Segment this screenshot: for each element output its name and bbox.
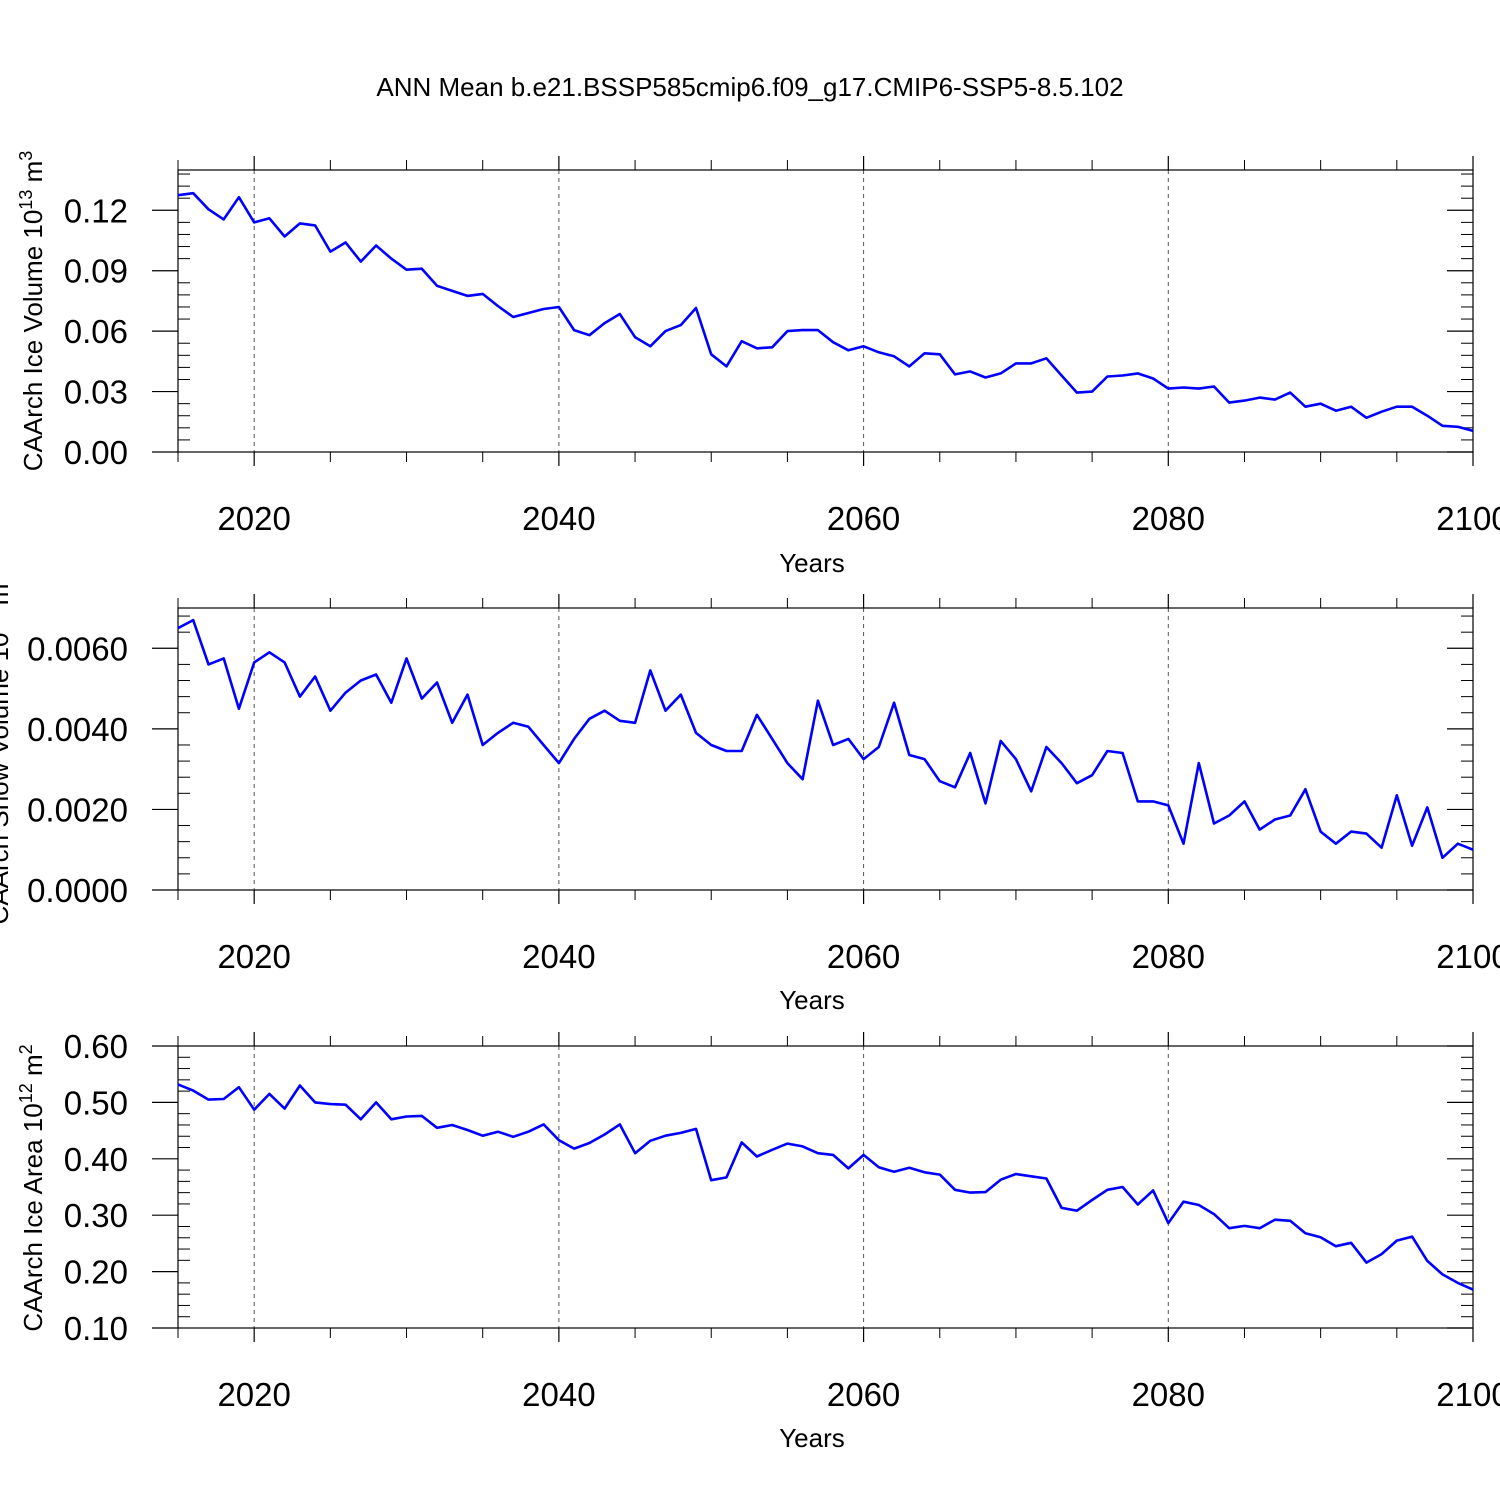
y-tick-label: 0.20 [64,1254,128,1291]
y-axis-label: CAArch Ice Area 1012 m2 [16,1044,48,1331]
y-tick-label: 0.0060 [27,630,128,667]
panel-ice-volume: CAArch Ice Volume 1013 m3 Years 2020 2040… [16,151,1500,578]
y-tick-label: 0.0000 [27,872,128,909]
x-tick-label: 2080 [1132,500,1205,537]
x-tick-label: 2040 [522,1376,595,1413]
x-tick-label: 2040 [522,500,595,537]
series-line [177,618,1474,860]
y-axis-label: CAArch Ice Volume 1013 m3 [16,151,48,472]
plot-frame [177,169,1474,453]
y-tick-label: 0.60 [64,1028,128,1065]
panel-snow-volume: CAArch Snow Volume 1013 m3 Years 2020 204… [0,574,1500,1015]
plot-frame [177,607,1474,891]
y-tick-label: 0.12 [64,192,128,229]
y-tick-label: 0.0020 [27,791,128,828]
y-axis-label: CAArch Snow Volume 1013 m3 [0,574,14,925]
y-tick-label: 0.09 [64,253,128,290]
x-axis-label: Years [779,985,845,1015]
x-tick-label: 2020 [217,938,290,975]
y-tick-label: 0.10 [64,1310,128,1347]
x-tick-label: 2040 [522,938,595,975]
panel-ice-area: CAArch Ice Area 1012 m2 Years 2020 2040 20… [16,1028,1500,1453]
x-axis-label: Years [779,548,845,578]
y-tick-label: 0.00 [64,434,128,471]
x-tick-label: 2080 [1132,938,1205,975]
y-tick-label: 0.30 [64,1197,128,1234]
y-tick-label: 0.40 [64,1141,128,1178]
plot-frame [177,1045,1474,1329]
series-line [177,1083,1474,1291]
y-tick-label: 0.03 [64,374,128,411]
x-tick-label: 2080 [1132,1376,1205,1413]
x-tick-label: 2060 [827,500,900,537]
figure-title: ANN Mean b.e21.BSSP585cmip6.f09_g17.CMIP… [376,72,1123,102]
y-tick-label: 0.06 [64,313,128,350]
series-line [177,191,1474,433]
y-tick-label: 0.0040 [27,711,128,748]
y-tick-label: 0.50 [64,1084,128,1121]
x-tick-label: 2060 [827,938,900,975]
x-axis-label: Years [779,1423,845,1453]
x-tick-label: 2020 [217,500,290,537]
x-tick-label: 2060 [827,1376,900,1413]
x-tick-label: 2020 [217,1376,290,1413]
